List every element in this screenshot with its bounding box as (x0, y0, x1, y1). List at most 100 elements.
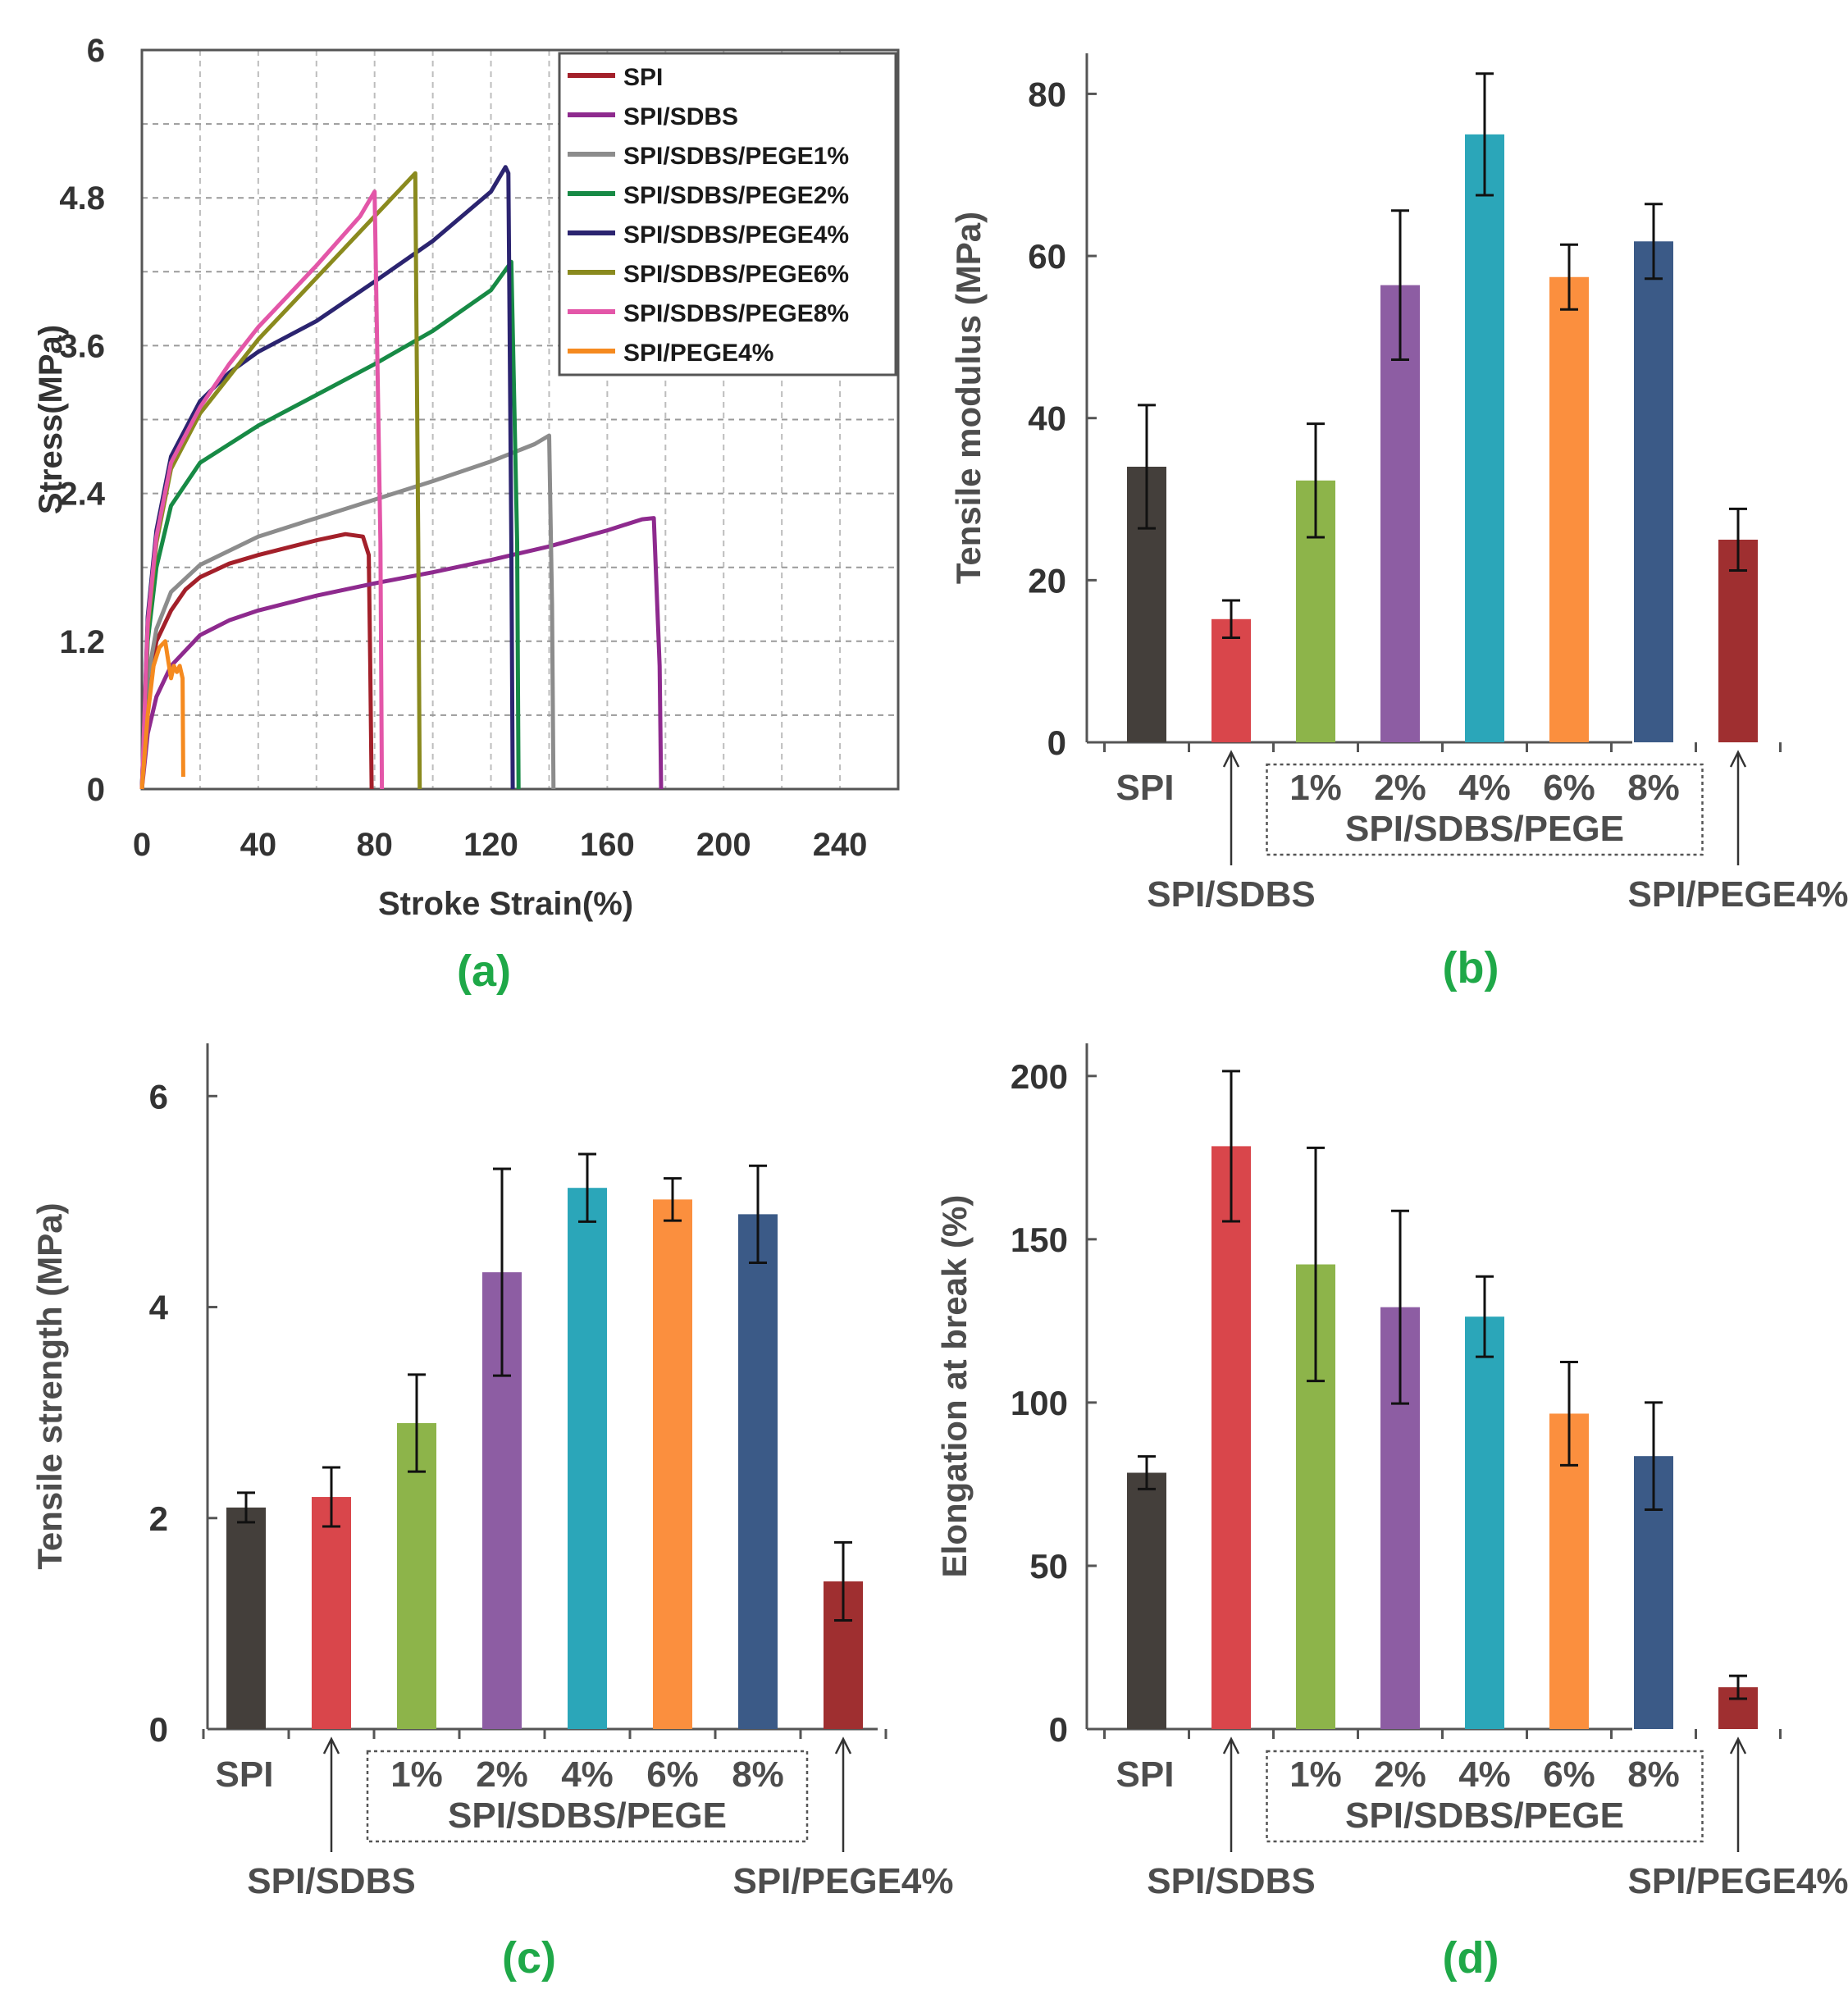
category-label: 1% (1289, 768, 1342, 808)
x-tick-label: 40 (240, 827, 277, 863)
arrow-head (1729, 750, 1747, 768)
panel-label: (a) (457, 947, 511, 996)
category-label: 8% (1627, 1754, 1680, 1795)
bar-1 (226, 1507, 266, 1729)
panel-label: (c) (502, 1933, 556, 1983)
category-label: 2% (476, 1754, 528, 1795)
category-label: 2% (1374, 1754, 1426, 1795)
category-label: 4% (1458, 768, 1511, 808)
y-tick-label: 50 (1029, 1547, 1068, 1586)
category-label: SPI/PEGE4% (1627, 1861, 1848, 1901)
bar-5 (1465, 1316, 1504, 1729)
panel-label: (d) (1443, 1933, 1499, 1983)
category-label: 6% (1543, 1754, 1595, 1795)
bar-1 (1127, 1472, 1166, 1729)
bar-3 (397, 1423, 436, 1729)
category-label: 4% (1458, 1754, 1511, 1795)
arrow-head (1222, 750, 1240, 768)
legend-box (558, 52, 897, 376)
x-axis-title: Stroke Strain(%) (378, 886, 633, 922)
series-line-5 (139, 165, 515, 790)
panel-d: 0 50 100 150 200 Elongation at break (%) SPI 1%… (935, 1043, 1848, 1983)
y-tick-label: 0 (1047, 723, 1066, 762)
category-label: SPI/SDBS (1147, 874, 1315, 915)
y-axis-title: Stress(MPa) (33, 325, 69, 514)
category-label: 1% (390, 1754, 443, 1795)
y-axis-title: Elongation at break (%) (935, 1195, 974, 1578)
y-tick-label: 3.6 (59, 328, 105, 364)
bar-5 (1465, 134, 1504, 742)
panel-a: 0 40 80 120 160 200 240 0 1.2 2.4 3.6 4.8 6 Stroke St… (33, 33, 900, 996)
category-label: 1% (1289, 1754, 1342, 1795)
legend-label: SPI/SDBS/PEGE6% (623, 261, 849, 288)
arrow-head (1729, 1736, 1747, 1754)
y-tick-label: 200 (1011, 1057, 1068, 1096)
y-tick-label: 2 (149, 1499, 168, 1538)
category-label: 6% (1543, 768, 1595, 808)
category-label: 8% (1627, 768, 1680, 808)
legend-label: SPI (623, 64, 663, 91)
category-label: 2% (1374, 768, 1426, 808)
bar-6 (1549, 276, 1589, 742)
x-tick-label: 0 (133, 827, 151, 863)
y-tick-label: 0 (149, 1710, 168, 1749)
x-tick-label: 200 (696, 827, 751, 863)
series-line-1 (139, 532, 374, 790)
x-tick-label: 240 (813, 827, 868, 863)
x-tick-label: 120 (463, 827, 518, 863)
series-line-7 (139, 189, 385, 790)
y-axis-title: Tensile strength (MPa) (30, 1202, 69, 1569)
group-box (366, 1750, 809, 1843)
panel-b: 0 20 40 60 80 Tensile modulus (MPa) SPI 1% 2% 4% 6… (949, 53, 1848, 992)
category-label: SPI/PEGE4% (732, 1861, 953, 1901)
category-label: SPI (216, 1754, 274, 1795)
group-box (1266, 763, 1704, 856)
y-tick-label: 80 (1028, 75, 1066, 113)
bar-5 (568, 1188, 607, 1729)
x-tick-label: 80 (356, 827, 393, 863)
legend-label: SPI/SDBS/PEGE8% (623, 300, 849, 327)
arrow-head (1222, 1736, 1240, 1754)
legend-label: SPI/SDBS/PEGE4% (623, 221, 849, 249)
y-tick-label: 2.4 (59, 477, 105, 513)
bar-7 (738, 1214, 778, 1729)
series-line-3 (139, 433, 556, 790)
y-tick-label: 60 (1028, 237, 1066, 276)
category-label: SPI/PEGE4% (1627, 874, 1848, 915)
group-label: SPI/SDBS/PEGE (448, 1796, 727, 1836)
category-label: 4% (561, 1754, 614, 1795)
y-tick-label: 4.8 (59, 180, 105, 217)
category-label: SPI/SDBS (1147, 1861, 1315, 1901)
bar-7 (1634, 241, 1673, 742)
plot-frame (140, 48, 900, 791)
y-tick-label: 0 (1049, 1710, 1068, 1749)
category-label: 6% (646, 1754, 699, 1795)
category-label: SPI (1116, 768, 1175, 808)
panel-label: (b) (1443, 943, 1499, 992)
series-line-4 (139, 259, 521, 790)
y-tick-label: 6 (87, 33, 105, 69)
y-tick-label: 150 (1011, 1221, 1068, 1259)
bar-2 (1211, 618, 1251, 742)
legend-label: SPI/SDBS/PEGE2% (623, 182, 849, 209)
category-label: SPI (1116, 1754, 1175, 1795)
y-tick-label: 4 (149, 1289, 169, 1327)
y-tick-label: 0 (87, 772, 105, 808)
legend-label: SPI/PEGE4% (623, 340, 773, 367)
legend-label: SPI/SDBS (623, 103, 738, 130)
y-axis-title: Tensile modulus (MPa) (949, 212, 988, 584)
series-line-2 (139, 516, 664, 790)
arrow-head (834, 1736, 852, 1754)
group-label: SPI/SDBS/PEGE (1345, 809, 1624, 849)
y-tick-label: 20 (1028, 561, 1066, 600)
legend-label: SPI/SDBS/PEGE1% (623, 143, 849, 170)
y-tick-label: 1.2 (59, 624, 105, 660)
bar-6 (653, 1199, 692, 1729)
bar-4 (1380, 285, 1420, 743)
group-box (1266, 1750, 1704, 1843)
category-label: SPI/SDBS (247, 1861, 415, 1901)
y-tick-label: 6 (149, 1077, 168, 1116)
bar-2 (312, 1497, 351, 1729)
